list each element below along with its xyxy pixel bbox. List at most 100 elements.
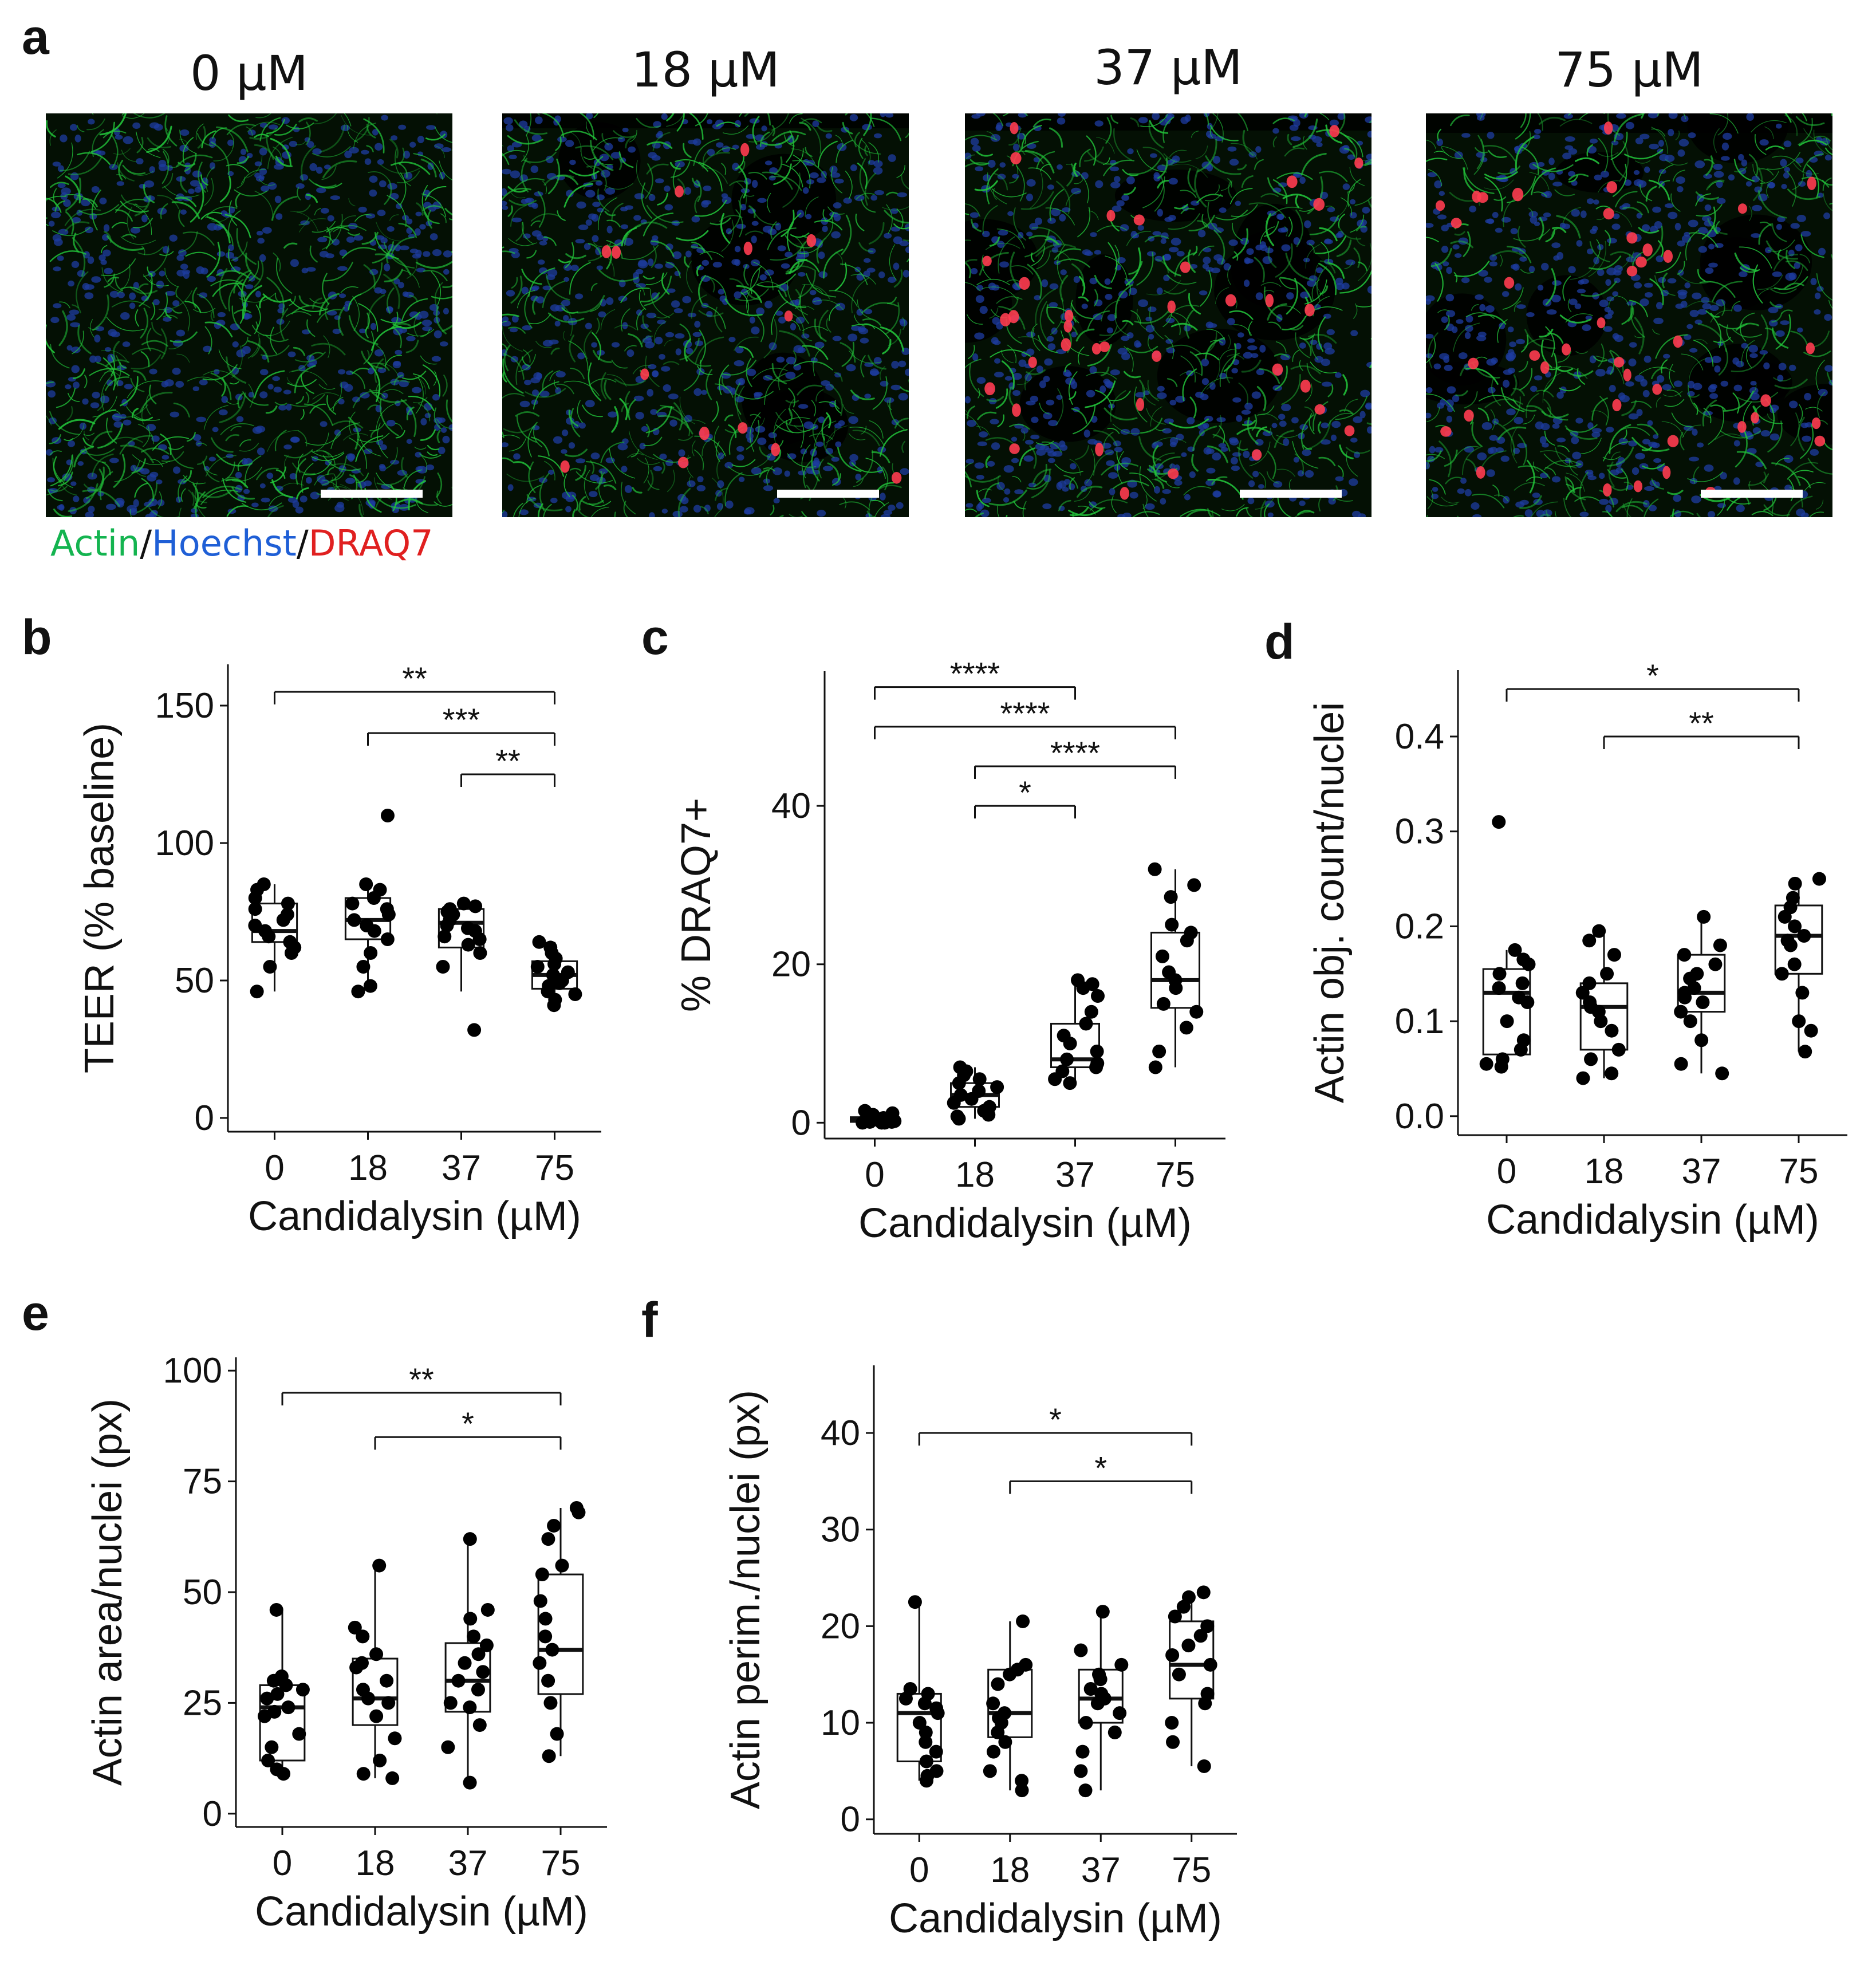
nucleus	[1749, 353, 1758, 359]
nucleus	[1104, 278, 1111, 285]
panel-a-letter: a	[22, 10, 49, 65]
actin-fiber	[1321, 242, 1330, 263]
nucleus	[1501, 291, 1510, 297]
actin-fiber	[314, 208, 321, 216]
nucleus	[1353, 416, 1363, 423]
nucleus	[1456, 319, 1464, 324]
nucleus	[1148, 306, 1157, 312]
nucleus	[1169, 399, 1177, 405]
actin-fiber	[965, 259, 978, 264]
micrograph-top-gap	[502, 113, 909, 128]
nucleus	[156, 479, 163, 485]
nucleus	[123, 136, 133, 144]
actin-fiber	[50, 344, 70, 369]
nucleus	[180, 209, 187, 215]
actin-fiber	[790, 234, 805, 258]
actin-fiber	[1194, 169, 1207, 208]
nucleus	[1625, 121, 1634, 129]
actin-fiber	[528, 313, 551, 324]
actin-fiber	[251, 338, 261, 358]
nucleus	[652, 142, 661, 149]
actin-fiber	[409, 294, 419, 302]
actin-fiber	[274, 401, 287, 405]
actin-fiber	[965, 413, 982, 431]
draq7-positive-cell	[1663, 250, 1673, 263]
nucleus	[1086, 389, 1095, 397]
actin-fiber	[352, 368, 369, 375]
nucleus	[221, 396, 228, 403]
actin-fiber	[270, 466, 287, 483]
actin-fiber	[570, 408, 581, 438]
actin-fiber	[609, 448, 636, 479]
actin-fiber	[647, 141, 673, 149]
actin-fiber	[590, 282, 598, 292]
actin-fiber	[425, 133, 446, 141]
actin-fiber	[775, 424, 817, 434]
nucleus	[976, 377, 986, 384]
actin-fiber	[679, 323, 691, 344]
nucleus	[1046, 336, 1054, 342]
actin-fiber	[531, 436, 550, 457]
actin-fiber	[600, 309, 616, 330]
actin-fiber	[349, 411, 356, 434]
actin-fiber	[792, 160, 827, 179]
actin-fiber	[965, 239, 971, 242]
nucleus	[48, 220, 55, 227]
data-point	[471, 1683, 485, 1697]
actin-fiber	[259, 295, 267, 309]
nucleus	[340, 124, 350, 131]
nucleus	[1070, 381, 1078, 389]
actin-fiber	[1230, 143, 1258, 160]
actin-fiber	[1213, 229, 1225, 265]
actin-fiber	[974, 180, 998, 191]
actin-fiber	[752, 261, 774, 291]
nucleus	[833, 202, 842, 208]
nucleus	[1187, 417, 1195, 425]
data-point	[912, 1716, 927, 1730]
actin-fiber	[985, 242, 1020, 250]
actin-fiber	[989, 236, 1000, 247]
nucleus	[1576, 240, 1583, 247]
data-point	[543, 1696, 558, 1710]
actin-fiber	[884, 210, 909, 224]
actin-fiber	[242, 285, 263, 319]
actin-fiber	[1032, 328, 1041, 351]
actin-fiber	[854, 314, 866, 327]
nucleus	[77, 270, 86, 277]
nucleus	[691, 215, 700, 223]
actin-fiber	[598, 472, 605, 503]
actin-fiber	[247, 121, 280, 132]
nucleus	[1205, 448, 1215, 454]
nucleus	[90, 402, 100, 408]
nucleus	[685, 250, 692, 258]
nucleus	[381, 115, 388, 121]
nucleus	[775, 310, 783, 316]
nucleus	[1003, 465, 1014, 473]
actin-fiber	[69, 422, 85, 440]
actin-fiber	[184, 301, 202, 313]
nucleus	[88, 506, 95, 513]
actin-fiber	[127, 380, 163, 399]
nucleus	[738, 477, 745, 482]
actin-fiber	[1319, 227, 1338, 242]
actin-fiber	[58, 419, 96, 430]
actin-fiber	[558, 259, 571, 263]
nucleus	[300, 220, 310, 226]
box-iqr	[987, 1668, 1033, 1738]
nucleus	[1447, 386, 1456, 394]
actin-fiber	[187, 376, 222, 385]
nucleus	[1174, 480, 1183, 486]
nucleus	[990, 134, 1001, 142]
data-point	[921, 1687, 935, 1701]
actin-fiber	[609, 232, 628, 247]
nucleus	[1469, 206, 1477, 212]
actin-fiber	[1307, 176, 1323, 215]
nucleus	[295, 183, 305, 189]
actin-fiber	[516, 415, 537, 443]
data-point	[860, 1112, 874, 1126]
actin-fiber	[1013, 207, 1027, 241]
actin-fiber	[333, 225, 366, 233]
actin-fiber	[701, 437, 714, 456]
data-point	[363, 979, 377, 993]
nucleus	[395, 349, 403, 356]
